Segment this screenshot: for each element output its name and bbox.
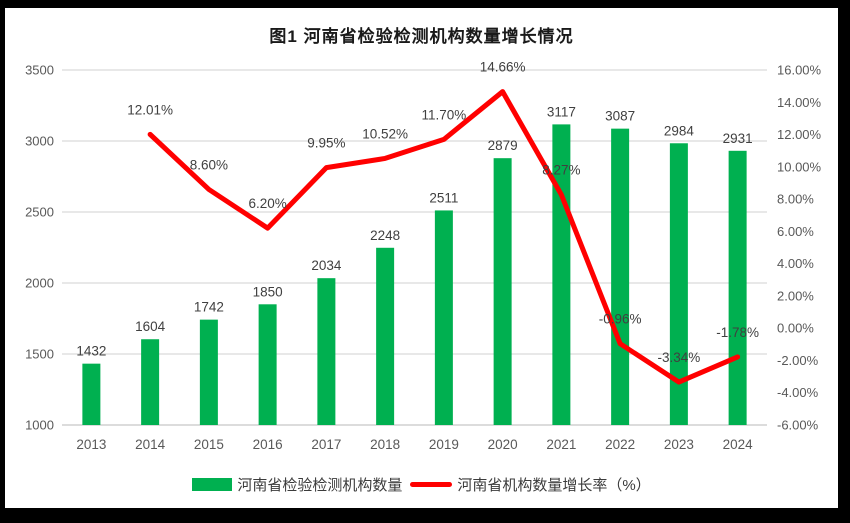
bar-2019: [434, 210, 453, 425]
bar-2017: [317, 278, 336, 425]
right-axis-tick--4.00%: -4.00%: [777, 385, 819, 400]
bar-2016: [258, 304, 277, 425]
x-axis-label-2013: 2013: [76, 437, 106, 452]
bar-series-swatch: [192, 478, 233, 491]
x-axis-label-2020: 2020: [488, 437, 518, 452]
line-label-2022: -0.96%: [599, 312, 642, 327]
line-label-2021: 8.27%: [542, 163, 580, 178]
left-axis-tick-1500: 1500: [25, 347, 54, 362]
line-label-2024: -1.78%: [716, 325, 759, 340]
bar-2014: [141, 339, 160, 425]
left-axis-tick-1000: 1000: [25, 418, 54, 433]
bar-label-2018: 2248: [370, 228, 400, 243]
line-label-2016: 6.20%: [248, 196, 286, 211]
line-label-2020: 14.66%: [480, 60, 526, 75]
right-axis-tick-8.00%: 8.00%: [777, 192, 814, 207]
legend-item-line: 河南省机构数量增长率（%）: [410, 474, 651, 495]
bar-2024: [728, 150, 747, 425]
bar-2020: [493, 158, 512, 425]
chart-area: 图1 河南省检验检测机构数量增长情况 3500 3000 2500 2000 1500 1…: [5, 8, 838, 508]
combo-chart-plot: 3500 3000 2500 2000 1500 1000 16.00% 14.00% 12.0…: [25, 60, 822, 452]
x-axis-label-2019: 2019: [429, 437, 459, 452]
left-axis-tick-2000: 2000: [25, 276, 54, 291]
x-axis-label-2024: 2024: [723, 437, 754, 452]
legend-item-bars: 河南省检验检测机构数量: [192, 474, 402, 495]
bar-label-2015: 1742: [194, 300, 224, 315]
right-axis-tick-10.00%: 10.00%: [777, 159, 822, 174]
line-label-2023: -3.34%: [657, 350, 700, 365]
right-axis-tick-6.00%: 6.00%: [777, 224, 814, 239]
bar-label-2017: 2034: [311, 258, 342, 273]
bar-series-label: 河南省检验检测机构数量: [237, 477, 403, 494]
bar-label-2020: 2879: [488, 138, 518, 153]
x-axis-label-2021: 2021: [546, 437, 576, 452]
legend: 河南省检验检测机构数量 河南省机构数量增长率（%）: [5, 474, 838, 495]
right-axis-tick-2.00%: 2.00%: [777, 288, 814, 303]
bar-2013: [82, 363, 101, 425]
bar-label-2023: 2984: [664, 123, 695, 138]
x-axis-label-2018: 2018: [370, 437, 400, 452]
bar-label-2022: 3087: [605, 109, 635, 124]
left-axis-tick-2500: 2500: [25, 205, 54, 220]
line-label-2019: 11.70%: [421, 107, 466, 122]
right-axis-tick-0.00%: 0.00%: [777, 321, 814, 336]
bar-label-2024: 2931: [723, 131, 753, 146]
right-axis-tick--2.00%: -2.00%: [777, 353, 819, 368]
bar-label-2014: 1604: [135, 319, 166, 334]
bar-label-2016: 1850: [253, 284, 283, 299]
bar-2018: [376, 247, 395, 425]
right-axis-tick-14.00%: 14.00%: [777, 95, 822, 110]
x-axis-label-2022: 2022: [605, 437, 635, 452]
bar-label-2019: 2511: [429, 190, 458, 205]
bar-label-2021: 3117: [547, 104, 576, 119]
bar-label-2013: 1432: [76, 344, 106, 359]
line-series-swatch: [410, 482, 453, 487]
x-axis-label-2023: 2023: [664, 437, 694, 452]
line-label-2018: 10.52%: [362, 126, 408, 141]
left-axis-tick-3000: 3000: [25, 134, 54, 149]
left-axis-tick-3500: 3500: [25, 63, 54, 78]
bar-2015: [199, 319, 218, 425]
line-label-2015: 8.60%: [190, 157, 228, 172]
line-series-label: 河南省机构数量增长率（%）: [457, 477, 651, 494]
x-axis-label-2014: 2014: [135, 437, 166, 452]
line-label-2014: 12.01%: [127, 102, 173, 117]
x-axis-label-2016: 2016: [253, 437, 283, 452]
x-axis-label-2015: 2015: [194, 437, 224, 452]
chart-title: 图1 河南省检验检测机构数量增长情况: [269, 27, 574, 46]
line-label-2017: 9.95%: [307, 136, 345, 151]
x-axis-label-2017: 2017: [311, 437, 341, 452]
right-axis-tick-4.00%: 4.00%: [777, 256, 814, 271]
bar-2023: [669, 143, 688, 425]
bar-2022: [611, 128, 630, 425]
right-axis-tick-16.00%: 16.00%: [777, 63, 822, 78]
growth-rate-line: [147, 89, 741, 385]
right-axis-tick-12.00%: 12.00%: [777, 127, 822, 142]
right-axis-tick--6.00%: -6.00%: [777, 418, 819, 433]
